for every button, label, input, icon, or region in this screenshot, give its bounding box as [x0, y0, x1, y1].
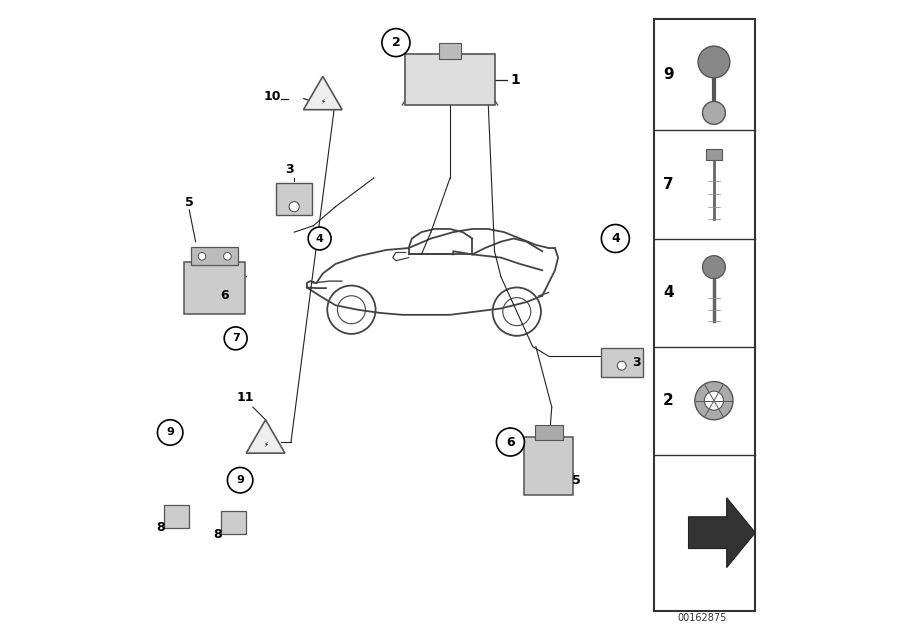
Text: 4: 4 [316, 233, 324, 244]
Text: 11: 11 [237, 391, 254, 404]
Text: 2: 2 [662, 393, 673, 408]
Text: 5: 5 [184, 196, 194, 209]
Text: ⚡: ⚡ [263, 442, 268, 448]
FancyBboxPatch shape [406, 54, 494, 105]
Text: 9: 9 [662, 67, 673, 82]
Text: 6: 6 [220, 289, 229, 302]
Text: 8: 8 [157, 522, 165, 534]
Circle shape [382, 29, 410, 57]
Circle shape [223, 252, 231, 260]
FancyBboxPatch shape [535, 425, 562, 440]
FancyBboxPatch shape [276, 183, 312, 215]
Circle shape [698, 46, 730, 78]
FancyBboxPatch shape [439, 43, 461, 59]
Text: 4: 4 [662, 285, 673, 300]
Text: 9: 9 [236, 475, 244, 485]
Circle shape [703, 101, 725, 124]
Text: 10: 10 [264, 90, 282, 103]
Circle shape [289, 202, 300, 212]
Circle shape [308, 227, 331, 250]
Circle shape [705, 391, 724, 410]
Circle shape [198, 252, 206, 260]
FancyBboxPatch shape [184, 262, 245, 314]
Circle shape [224, 327, 248, 350]
FancyBboxPatch shape [191, 247, 238, 265]
FancyBboxPatch shape [164, 505, 189, 528]
FancyBboxPatch shape [706, 149, 722, 160]
Text: 1: 1 [510, 73, 520, 86]
Text: 3: 3 [632, 356, 641, 369]
Text: 6: 6 [506, 436, 515, 448]
Text: 7: 7 [662, 177, 673, 192]
Text: 00162875: 00162875 [677, 613, 726, 623]
Circle shape [497, 428, 525, 456]
Text: 4: 4 [611, 232, 620, 245]
Text: 8: 8 [213, 528, 222, 541]
Polygon shape [688, 497, 755, 568]
Text: 5: 5 [572, 474, 580, 487]
Circle shape [601, 225, 629, 252]
Text: 9: 9 [166, 427, 174, 438]
FancyBboxPatch shape [600, 348, 643, 377]
Circle shape [703, 256, 725, 279]
Circle shape [158, 420, 183, 445]
Text: 2: 2 [392, 36, 400, 49]
FancyBboxPatch shape [221, 511, 247, 534]
Circle shape [695, 382, 733, 420]
Text: 3: 3 [285, 163, 294, 176]
Circle shape [617, 361, 626, 370]
FancyBboxPatch shape [653, 19, 755, 611]
FancyBboxPatch shape [525, 437, 572, 495]
Polygon shape [303, 76, 342, 109]
Text: ⚡: ⚡ [320, 99, 325, 105]
Circle shape [228, 467, 253, 493]
Polygon shape [247, 420, 285, 453]
Text: 7: 7 [232, 333, 239, 343]
